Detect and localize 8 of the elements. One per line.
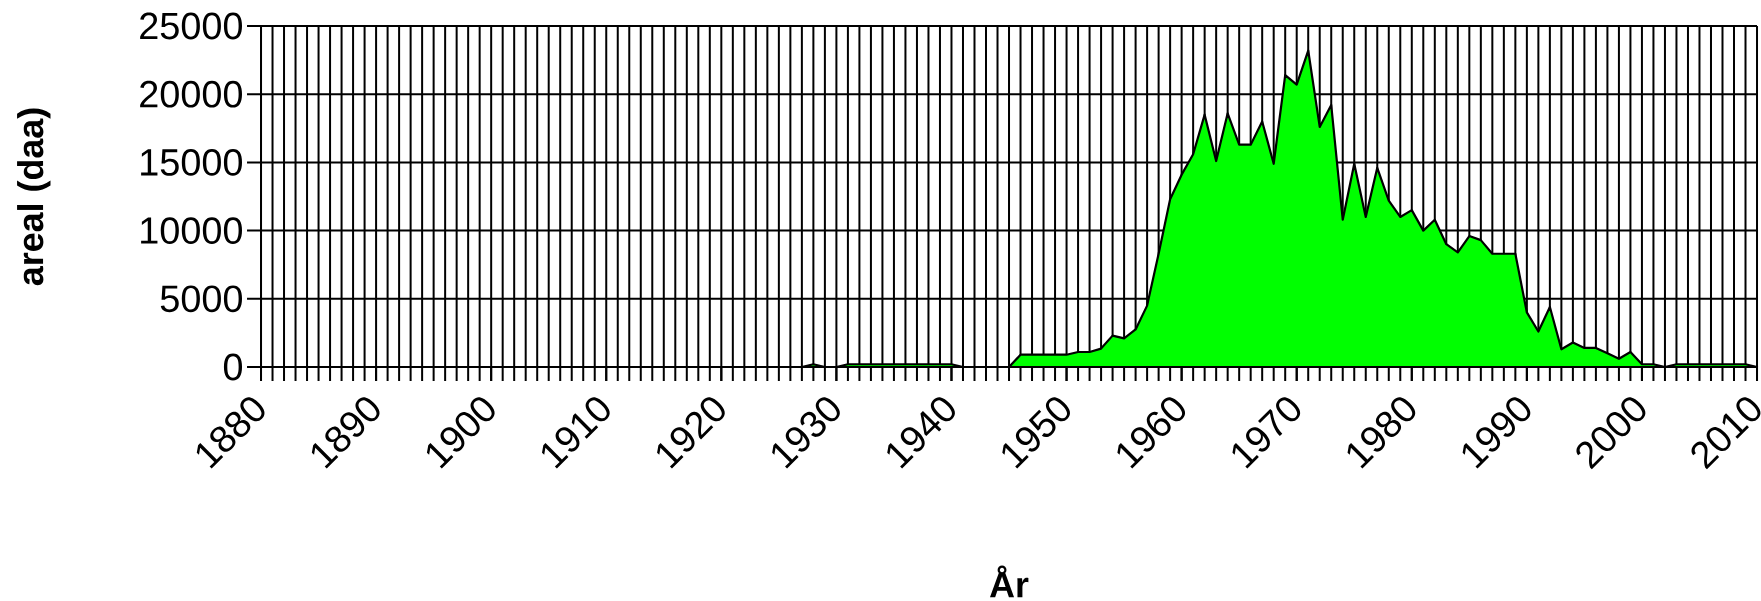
y-tick-label: 5000 — [160, 285, 243, 313]
y-tick-label: 20000 — [140, 80, 243, 108]
y-axis-title: areal (daa) — [17, 108, 51, 286]
y-tick-label: 10000 — [141, 217, 243, 244]
y-tick-label: 15000 — [141, 148, 243, 176]
y-tick-label: 0 — [223, 353, 243, 381]
x-axis-title: År — [989, 565, 1029, 598]
y-tick-label: 25000 — [140, 12, 243, 40]
